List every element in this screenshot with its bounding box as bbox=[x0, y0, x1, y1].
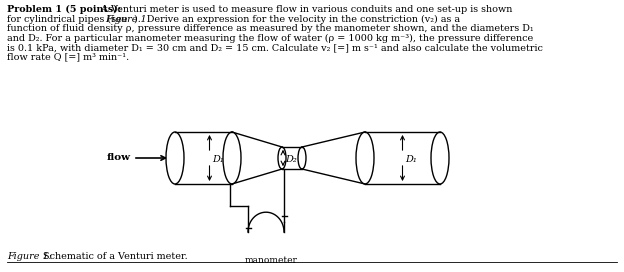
Text: D₂: D₂ bbox=[285, 156, 297, 165]
Text: Schematic of a Venturi meter.: Schematic of a Venturi meter. bbox=[41, 252, 188, 261]
Text: A Venturi meter is used to measure flow in various conduits and one set-up is sh: A Venturi meter is used to measure flow … bbox=[98, 5, 512, 14]
Text: Problem 1 (5 points):: Problem 1 (5 points): bbox=[7, 5, 121, 14]
Text: manometer: manometer bbox=[245, 256, 298, 265]
Text: D₁: D₁ bbox=[213, 156, 224, 165]
Text: ).  Derive an expression for the velocity in the constriction (v₂) as a: ). Derive an expression for the velocity… bbox=[134, 14, 460, 24]
Text: for cylindrical pipes (see: for cylindrical pipes (see bbox=[7, 14, 130, 24]
Text: and D₂. For a particular manometer measuring the flow of water (ρ = 1000 kg m⁻³): and D₂. For a particular manometer measu… bbox=[7, 33, 534, 43]
Text: flow: flow bbox=[107, 153, 131, 162]
Text: D₁: D₁ bbox=[406, 156, 417, 165]
Text: Figure 1:: Figure 1: bbox=[7, 252, 52, 261]
Text: is 0.1 kPa, with diameter D₁ = 30 cm and D₂ = 15 cm. Calculate v₂ [=] m s⁻¹ and : is 0.1 kPa, with diameter D₁ = 30 cm and… bbox=[7, 43, 543, 52]
Text: Figure 1: Figure 1 bbox=[105, 14, 147, 23]
Text: function of fluid density ρ, pressure difference as measured by the manometer sh: function of fluid density ρ, pressure di… bbox=[7, 24, 534, 33]
Text: flow rate Q [=] m³ min⁻¹.: flow rate Q [=] m³ min⁻¹. bbox=[7, 52, 129, 61]
